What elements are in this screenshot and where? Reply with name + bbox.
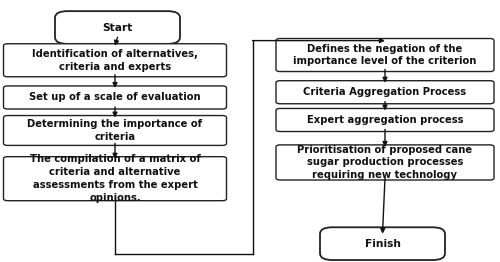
Text: Defines the negation of the
importance level of the criterion: Defines the negation of the importance l…	[294, 43, 476, 67]
Text: The compilation of a matrix of
criteria and alternative
assessments from the exp: The compilation of a matrix of criteria …	[30, 155, 200, 203]
Text: Prioritisation of proposed cane
sugar production processes
requiring new technol: Prioritisation of proposed cane sugar pr…	[298, 145, 472, 180]
Text: Criteria Aggregation Process: Criteria Aggregation Process	[304, 87, 466, 97]
FancyBboxPatch shape	[4, 116, 226, 145]
FancyBboxPatch shape	[320, 227, 445, 260]
FancyBboxPatch shape	[55, 11, 180, 44]
Text: Determining the importance of
criteria: Determining the importance of criteria	[28, 119, 203, 142]
FancyBboxPatch shape	[276, 39, 494, 72]
Text: Identification of alternatives,
criteria and experts: Identification of alternatives, criteria…	[32, 49, 198, 72]
FancyBboxPatch shape	[4, 44, 226, 77]
FancyBboxPatch shape	[276, 108, 494, 132]
FancyBboxPatch shape	[4, 86, 226, 109]
Text: Set up of a scale of evaluation: Set up of a scale of evaluation	[29, 92, 201, 102]
FancyBboxPatch shape	[276, 81, 494, 104]
Text: Start: Start	[102, 23, 132, 32]
Text: Finish: Finish	[364, 239, 400, 249]
Text: Expert aggregation process: Expert aggregation process	[307, 115, 463, 125]
FancyBboxPatch shape	[276, 145, 494, 180]
FancyBboxPatch shape	[4, 157, 226, 201]
